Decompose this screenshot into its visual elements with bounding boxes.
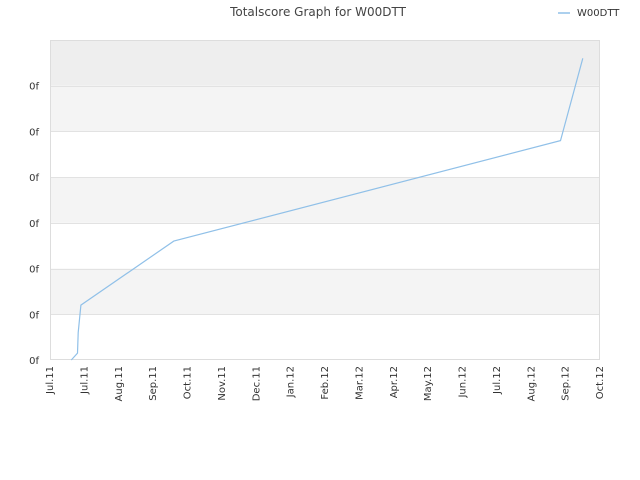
y-tick-label: 0f (29, 265, 39, 276)
x-tick-label: Apr.12 (389, 366, 400, 398)
x-tick-label: Oct.11 (183, 366, 194, 399)
y-tick-label: 0f (29, 173, 39, 184)
y-tick-label: 0f (29, 127, 39, 138)
plot-band (50, 314, 600, 360)
x-tick-label: Aug.11 (114, 366, 125, 401)
plot-band (50, 177, 600, 223)
x-tick-label: Jul.12 (492, 366, 503, 395)
legend: W00DTT (558, 8, 620, 19)
plot-band (50, 85, 600, 132)
x-tick-label: Sep.12 (561, 366, 572, 401)
x-tick-label: May.12 (423, 366, 434, 401)
plot-band (50, 268, 600, 315)
x-tick-label: Jul.11 (45, 366, 56, 395)
legend-label: W00DTT (577, 8, 620, 19)
plot-frame (50, 40, 600, 360)
x-axis-ticks: Jul.11 Jul.11 Aug.11 Sep.11 Oct.11 Nov.11 Dec.… (45, 366, 606, 401)
plot-band (50, 40, 600, 86)
y-axis-ticks: 0f 0f 0f 0f 0f 0f 0f (29, 82, 39, 367)
x-tick-label: Jan.12 (286, 366, 297, 398)
plot-band (50, 222, 600, 269)
x-tick-label: Jul.11 (79, 366, 90, 395)
plot-grid (50, 86, 600, 315)
x-tick-label: Mar.12 (354, 366, 365, 400)
y-tick-label: 0f (29, 82, 39, 93)
y-tick-label: 0f (29, 219, 39, 230)
chart-title: Totalscore Graph for W00DTT (229, 5, 407, 19)
x-tick-label: Oct.12 (595, 366, 606, 399)
plot-bands (50, 40, 600, 360)
x-tick-label: Nov.11 (217, 366, 228, 401)
x-tick-label: Jun.12 (458, 366, 469, 399)
x-tick-label: Sep.11 (148, 366, 159, 401)
x-tick-label: Feb.12 (320, 366, 331, 400)
series-line-w00dtt (70, 58, 584, 361)
plot-band (50, 131, 600, 178)
y-tick-label: 0f (29, 356, 39, 367)
x-tick-label: Dec.11 (251, 366, 262, 401)
x-tick-label: Aug.12 (526, 366, 537, 401)
y-tick-label: 0f (29, 310, 39, 321)
series-layer (70, 58, 584, 361)
